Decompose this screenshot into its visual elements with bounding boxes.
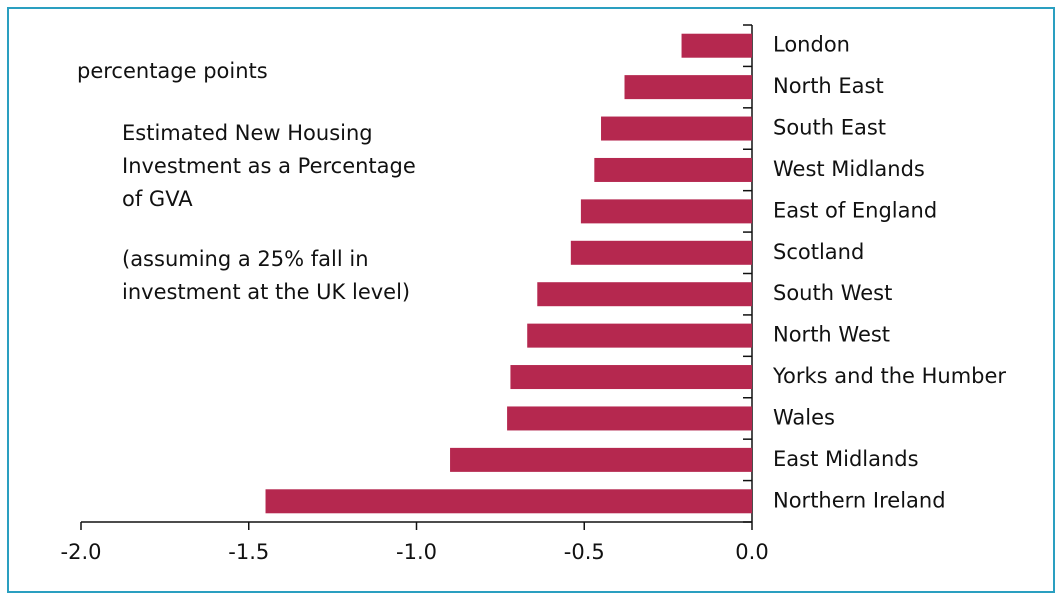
y-tick-label: South West	[773, 281, 892, 305]
y-tick-label: East Midlands	[773, 447, 919, 471]
y-tick-label: North East	[773, 74, 884, 98]
y-tick-label: North West	[773, 323, 890, 347]
bar	[537, 282, 752, 307]
y-tick-label: West Midlands	[773, 157, 925, 181]
bar	[507, 406, 752, 431]
bar	[450, 447, 752, 472]
y-tick-label: Scotland	[773, 240, 864, 264]
bar	[265, 489, 752, 514]
y-tick-label: East of England	[773, 198, 937, 222]
bar	[580, 199, 752, 224]
unit-label: percentage points	[77, 59, 268, 83]
bar	[624, 75, 752, 100]
chart-title: Estimated New Housing Investment as a Pe…	[122, 121, 416, 211]
bar	[601, 116, 752, 141]
x-tick-label: -1.5	[228, 540, 269, 564]
bar	[570, 240, 752, 265]
x-tick-label: -2.0	[61, 540, 102, 564]
y-tick-label: London	[773, 33, 850, 57]
x-tick-label: 0.0	[735, 540, 768, 564]
x-tick-label: -1.0	[396, 540, 437, 564]
bar	[594, 157, 752, 182]
x-tick-label: -0.5	[564, 540, 605, 564]
frame	[7, 7, 1055, 593]
y-tick-label: Yorks and the Humber	[772, 364, 1006, 388]
y-tick-label: Wales	[773, 405, 835, 429]
bar	[681, 33, 752, 58]
bar	[527, 323, 752, 348]
y-tick-label: South East	[773, 116, 886, 140]
y-tick-label: Northern Ireland	[773, 488, 946, 512]
chart-subtitle: (assuming a 25% fall in investment at th…	[122, 247, 411, 304]
bar	[510, 365, 752, 390]
